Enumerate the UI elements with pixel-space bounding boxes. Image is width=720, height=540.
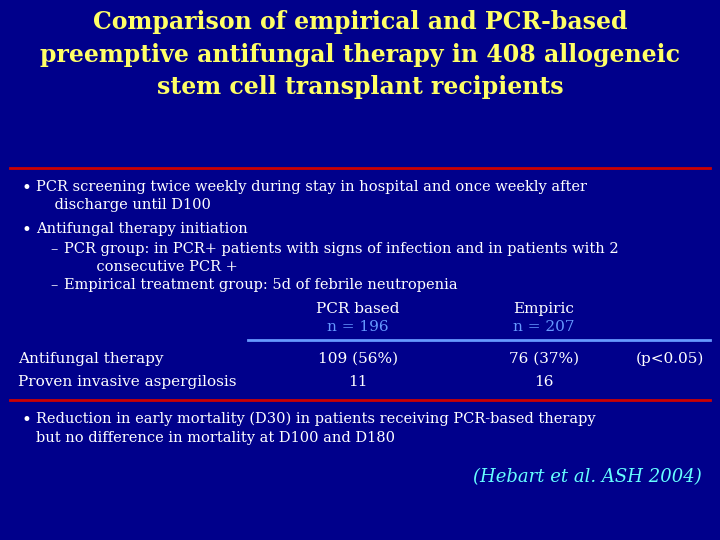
- Text: •: •: [22, 180, 32, 197]
- Text: n = 207: n = 207: [513, 320, 575, 334]
- Text: –: –: [50, 242, 58, 256]
- Text: n = 196: n = 196: [327, 320, 389, 334]
- Text: Empiric: Empiric: [513, 302, 575, 316]
- Text: •: •: [22, 222, 32, 239]
- Text: 76 (37%): 76 (37%): [509, 352, 579, 366]
- Text: (p<0.05): (p<0.05): [636, 352, 704, 367]
- Text: 11: 11: [348, 375, 368, 389]
- Text: Proven invasive aspergilosis: Proven invasive aspergilosis: [18, 375, 236, 389]
- Text: Antifungal therapy: Antifungal therapy: [18, 352, 163, 366]
- Text: PCR based: PCR based: [316, 302, 400, 316]
- Text: (Hebart et al. ASH 2004): (Hebart et al. ASH 2004): [473, 468, 702, 486]
- Text: –: –: [50, 278, 58, 292]
- Text: 109 (56%): 109 (56%): [318, 352, 398, 366]
- Text: PCR group: in PCR+ patients with signs of infection and in patients with 2
     : PCR group: in PCR+ patients with signs o…: [64, 242, 618, 274]
- Text: PCR screening twice weekly during stay in hospital and once weekly after
    dis: PCR screening twice weekly during stay i…: [36, 180, 587, 212]
- Text: Comparison of empirical and PCR-based
preemptive antifungal therapy in 408 allog: Comparison of empirical and PCR-based pr…: [40, 10, 680, 99]
- Text: •: •: [22, 412, 32, 429]
- Text: Reduction in early mortality (D30) in patients receiving PCR-based therapy
but n: Reduction in early mortality (D30) in pa…: [36, 412, 595, 445]
- Text: 16: 16: [534, 375, 554, 389]
- Text: Antifungal therapy initiation: Antifungal therapy initiation: [36, 222, 248, 236]
- Text: Empirical treatment group: 5d of febrile neutropenia: Empirical treatment group: 5d of febrile…: [64, 278, 458, 292]
